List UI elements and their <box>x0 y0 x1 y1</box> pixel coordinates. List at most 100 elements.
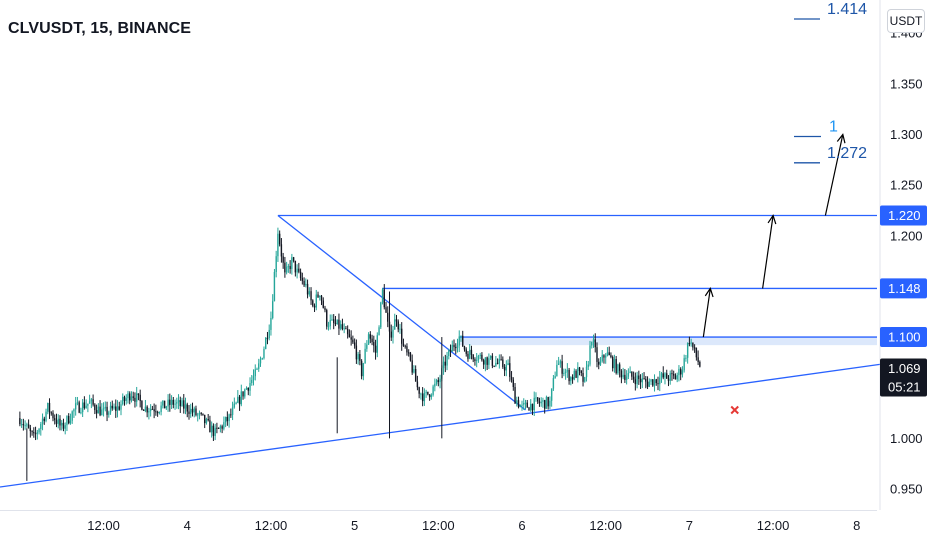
candle-body <box>580 370 582 374</box>
candle-body <box>364 348 366 364</box>
candle-body <box>444 361 446 366</box>
candle-body <box>320 295 323 301</box>
candle-body <box>176 402 178 404</box>
candle-body <box>109 405 112 413</box>
x-tick-label: 12:00 <box>422 518 455 533</box>
candle-body <box>244 389 246 397</box>
candle-body <box>210 425 213 433</box>
candle-body <box>664 373 666 378</box>
candle-body <box>104 406 107 409</box>
candle-body <box>629 371 631 374</box>
candle-body <box>226 416 229 422</box>
candle-body <box>533 397 535 411</box>
candle-body <box>217 428 220 430</box>
candle-body <box>256 368 258 370</box>
candle-body <box>59 418 61 426</box>
candle-body <box>127 393 129 399</box>
candle-body <box>549 400 551 407</box>
candle-body <box>115 406 117 411</box>
candle-body <box>40 424 42 429</box>
candle-body <box>554 376 556 379</box>
last-price-tag <box>880 358 927 397</box>
candle-body <box>585 366 588 378</box>
candle-body <box>50 412 52 414</box>
candle-body <box>650 379 652 382</box>
candle-body <box>162 400 164 406</box>
candle-body <box>632 376 635 380</box>
level-price-tag-label-2: 1.220 <box>888 208 921 223</box>
candle-body <box>395 319 398 322</box>
candle-body <box>627 373 630 377</box>
candle-body <box>455 347 457 349</box>
candle-body <box>568 369 570 382</box>
candle-body <box>315 294 317 308</box>
candle-body <box>179 400 181 407</box>
candle-body <box>90 399 93 402</box>
candle-body <box>634 379 637 385</box>
candle-body <box>380 302 382 328</box>
y-tick-label: 0.950 <box>890 482 923 497</box>
candle-body <box>129 393 131 401</box>
candle-body <box>259 359 262 364</box>
candle-body <box>165 406 168 409</box>
candle-body <box>149 408 152 412</box>
candle-body <box>130 396 133 401</box>
candle-body <box>67 416 70 424</box>
candle-body <box>584 377 586 382</box>
candle-body <box>209 420 211 433</box>
candle-body <box>353 342 356 346</box>
candle-body <box>676 375 678 380</box>
candle-body <box>29 428 32 432</box>
candle-body <box>231 407 234 415</box>
currency-button[interactable]: USDT <box>887 9 925 33</box>
candle-body <box>289 266 291 269</box>
candle-body <box>505 365 508 371</box>
candle-body <box>258 363 260 369</box>
candle-body <box>611 357 614 369</box>
candle-body <box>230 414 232 416</box>
candle-body <box>45 411 47 421</box>
candle-body <box>34 433 37 435</box>
candle-body <box>87 403 89 406</box>
candle-body <box>55 420 58 424</box>
candle-body <box>359 354 361 361</box>
candle-body <box>95 410 98 414</box>
candle-body <box>292 257 295 261</box>
candle-body <box>47 402 49 412</box>
candle-body <box>240 391 243 405</box>
candle-body <box>369 334 372 339</box>
candle-body <box>146 406 148 413</box>
candle-body <box>254 369 256 377</box>
last-price-label: 1.069 <box>888 361 921 376</box>
candle-body <box>659 377 661 385</box>
level-price-tag-label-0: 1.100 <box>888 330 921 345</box>
candle-body <box>132 396 134 398</box>
candle-body <box>540 401 542 404</box>
candle-body <box>242 391 244 397</box>
candle-body <box>462 335 464 347</box>
candle-body <box>420 393 422 395</box>
candle-body <box>512 379 514 387</box>
candle-body <box>301 278 304 281</box>
candle-body <box>617 364 619 374</box>
candle-body <box>428 394 431 398</box>
candle-body <box>577 367 579 378</box>
candle-body <box>407 352 410 354</box>
candle-body <box>624 374 626 380</box>
x-tick-label: 8 <box>853 518 860 533</box>
candle-body <box>521 404 523 406</box>
x-tick-label: 12:00 <box>87 518 120 533</box>
candle-body <box>334 322 337 325</box>
candle-body <box>36 432 39 434</box>
candle-series <box>19 227 701 481</box>
candle-body <box>265 337 267 349</box>
candle-body <box>287 266 290 268</box>
candle-body <box>80 412 82 414</box>
candle-body <box>432 386 434 395</box>
candle-body <box>202 413 204 415</box>
candle-body <box>277 233 279 257</box>
candle-body <box>378 327 380 336</box>
candle-body <box>355 345 358 360</box>
